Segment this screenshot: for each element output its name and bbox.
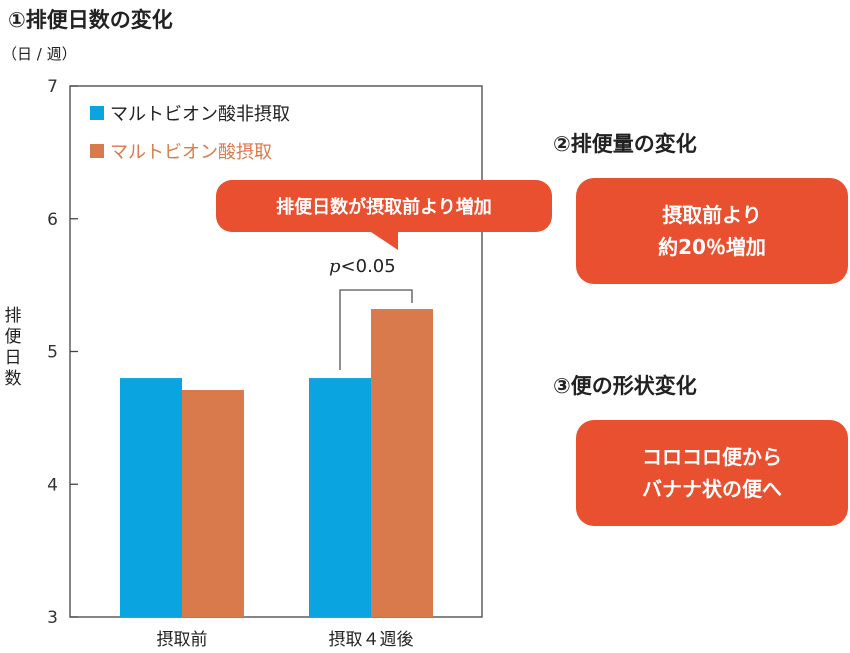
increase-bubble: 排便日数が摂取前より増加 <box>216 180 552 232</box>
y-tick-label-6: 6 <box>47 210 58 230</box>
p-value-label: p<0.05 <box>329 256 396 277</box>
chart-legend: マルトビオン酸非摂取 マルトビオン酸摂取 <box>90 100 290 164</box>
legend-item-non-intake: マルトビオン酸非摂取 <box>90 100 290 126</box>
x-category-label-0: 摂取前 <box>157 630 208 650</box>
y-tick-label-3: 3 <box>47 608 58 628</box>
bar-non-intake-0 <box>120 378 182 617</box>
y-axis-label-char-2: 日 <box>4 348 22 368</box>
p-value-text: <0.05 <box>340 256 396 277</box>
volume-callout: 摂取前より 約20％増加 <box>576 178 848 284</box>
x-category-label-1: 摂取４週後 <box>329 630 414 650</box>
y-axis-label-char-0: 排 <box>4 306 22 326</box>
y-axis-label-char-1: 便 <box>4 327 22 347</box>
legend-label-intake: マルトビオン酸摂取 <box>110 142 272 163</box>
chart-unit-label: （日 / 週） <box>2 45 77 63</box>
legend-label-non-intake: マルトビオン酸非摂取 <box>110 104 290 125</box>
section-3-title: ③便の形状変化 <box>553 374 697 398</box>
y-tick-label-5: 5 <box>47 343 58 363</box>
section-2-title: ②排便量の変化 <box>553 132 697 156</box>
significance-bracket <box>339 289 413 371</box>
legend-swatch-non-intake <box>90 106 104 120</box>
increase-bubble-pointer <box>368 230 398 250</box>
shape-callout-line-1: コロコロ便から <box>642 445 782 469</box>
p-value-symbol: p <box>329 256 341 277</box>
bar-intake-1 <box>371 309 433 617</box>
y-tick-label-4: 4 <box>47 475 58 495</box>
bar-non-intake-1 <box>309 378 371 617</box>
y-axis-label-char-3: 数 <box>4 369 22 389</box>
legend-item-intake: マルトビオン酸摂取 <box>90 138 290 164</box>
shape-callout-line-2: バナナ状の便へ <box>642 477 782 501</box>
y-axis-label: 排便日数 <box>2 306 24 390</box>
increase-bubble-text: 排便日数が摂取前より増加 <box>276 197 492 218</box>
bar-intake-0 <box>182 389 244 617</box>
y-tick-label-7: 7 <box>47 77 58 97</box>
shape-callout: コロコロ便から バナナ状の便へ <box>576 420 848 526</box>
volume-callout-line-2: 約20％増加 <box>658 235 766 259</box>
section-1-title: ①排便日数の変化 <box>8 8 173 32</box>
volume-callout-line-1: 摂取前より <box>662 203 762 227</box>
legend-swatch-intake <box>90 144 104 158</box>
